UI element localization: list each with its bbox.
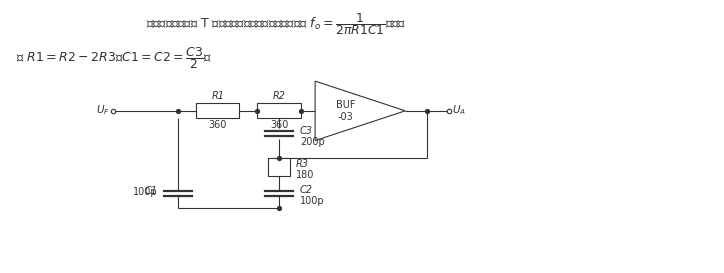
Text: 中 $R1=R2-2R3$，$C1=C2=\dfrac{C3}{2}$。: 中 $R1=R2-2R3$，$C1=C2=\dfrac{C3}{2}$。 [16, 44, 212, 70]
Text: 200p: 200p [300, 137, 325, 147]
Text: 180: 180 [295, 170, 314, 180]
Text: BUF: BUF [336, 100, 355, 110]
Bar [196, 103, 240, 118]
Text: 电路输入端接入双 T 网络，形成带阻滤波。其中心频率 $f_o=\dfrac{1}{2\pi R1C1}$。电路: 电路输入端接入双 T 网络，形成带阻滤波。其中心频率 $f_o=\dfrac{1… [146, 11, 406, 37]
Text: C1: C1 [144, 186, 157, 195]
Text: C2: C2 [300, 185, 313, 195]
Text: 100p: 100p [300, 197, 324, 206]
Text: 100p: 100p [132, 187, 157, 197]
Bar [258, 103, 300, 118]
Text: C3: C3 [300, 126, 313, 136]
Text: R3: R3 [295, 159, 308, 169]
Text: R2: R2 [272, 91, 285, 101]
Text: R1: R1 [211, 91, 224, 101]
Text: $U_A$: $U_A$ [452, 103, 466, 117]
Text: $U_F$: $U_F$ [96, 103, 109, 117]
Text: 360: 360 [209, 120, 227, 130]
Text: -03: -03 [338, 112, 354, 122]
Bar [268, 158, 290, 176]
Text: 360: 360 [270, 120, 288, 130]
